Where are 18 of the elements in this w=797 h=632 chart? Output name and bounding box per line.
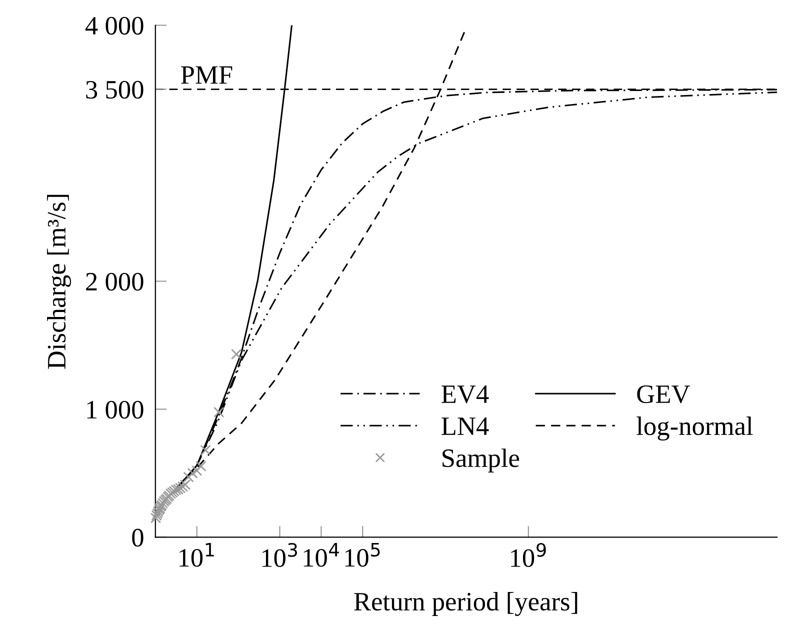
x-tick-label: 10$^{9}$ [511,542,546,568]
y-tick-label: 0 [132,528,144,547]
y-axis-title: Discharge [m³/s] [47,194,72,369]
y-tick-label: 2 000 [86,272,144,291]
y-tick-label: 3 500 [86,80,144,99]
x-tick-label: 10$^{5}$ [345,542,380,567]
legend-label: LN4 [442,417,489,435]
x-tick-label: 10$^{1}$ [180,542,214,567]
ref-line-label: PMF [181,66,232,84]
legend-label: GEV [637,385,690,404]
x-tick-label: 10$^{4}$ [304,542,339,567]
y-tick-label: 1 000 [87,400,144,419]
legend-label: EV4 [442,385,489,404]
legend-label: Sample [442,448,520,472]
y-tick-label: 4 000 [85,16,144,35]
legend-label: log-normal [636,416,753,441]
x-axis-title: Return period [years] [354,592,578,616]
x-tick-label: 10$^{3}$ [262,542,297,568]
